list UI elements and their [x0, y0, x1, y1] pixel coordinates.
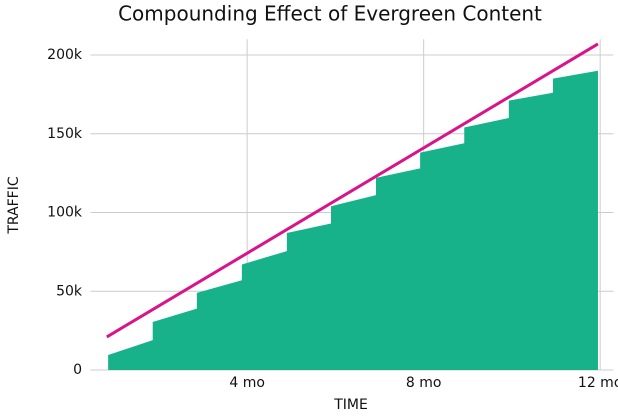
y-tick-label: 50k — [56, 283, 83, 299]
x-tick-label: 4 mo — [229, 375, 265, 391]
y-tick-label: 100k — [47, 205, 83, 221]
y-axis-title: TRAFFIC — [6, 176, 22, 235]
y-tick-label: 200k — [47, 47, 83, 63]
x-axis-title: TIME — [333, 397, 368, 413]
y-tick-label: 150k — [47, 126, 83, 142]
area — [108, 70, 598, 370]
x-tick-label: 12 mo — [578, 375, 618, 391]
chart-title: Compounding Effect of Evergreen Content — [118, 2, 542, 26]
y-tick-label: 0 — [73, 362, 82, 378]
x-tick-label: 8 mo — [406, 375, 442, 391]
line — [106, 42, 599, 339]
